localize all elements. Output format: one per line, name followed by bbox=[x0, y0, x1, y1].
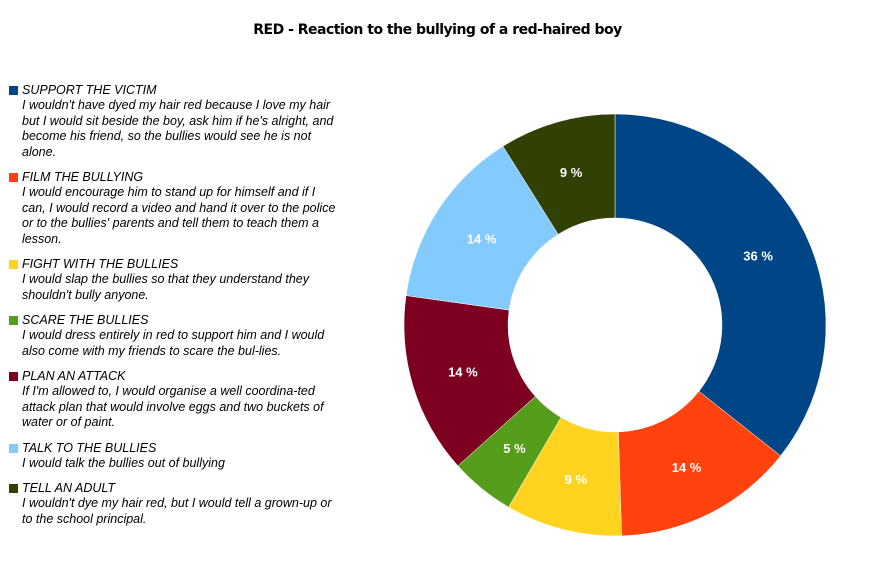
legend: SUPPORT THE VICTIM I wouldn't have dyed … bbox=[9, 83, 349, 537]
legend-item: SUPPORT THE VICTIM I wouldn't have dyed … bbox=[9, 83, 349, 160]
legend-description: I would dress entirely in red to support… bbox=[22, 328, 325, 358]
legend-label: FIGHT WITH THE BULLIES bbox=[22, 257, 179, 271]
legend-description: I wouldn't dye my hair red, but I would … bbox=[22, 496, 332, 526]
slice-value-label: 14 % bbox=[672, 460, 702, 475]
legend-item: TELL AN ADULT I wouldn't dye my hair red… bbox=[9, 481, 349, 527]
chart-title: RED - Reaction to the bullying of a red-… bbox=[253, 22, 622, 38]
slice-value-label: 36 % bbox=[743, 249, 773, 264]
slice-value-label: 14 % bbox=[448, 364, 478, 379]
legend-item: FILM THE BULLYING I would encourage him … bbox=[9, 170, 349, 247]
legend-label: TALK TO THE BULLIES bbox=[22, 440, 157, 455]
legend-swatch bbox=[9, 260, 18, 269]
legend-description: I would slap the bullies so that they un… bbox=[22, 272, 309, 302]
legend-swatch bbox=[9, 484, 18, 493]
legend-label: TELL AN ADULT bbox=[22, 481, 116, 495]
legend-description: I would encourage him to stand up for hi… bbox=[22, 185, 336, 246]
donut-slice bbox=[614, 113, 827, 457]
donut-slice bbox=[403, 295, 536, 467]
legend-label: SUPPORT THE VICTIM bbox=[22, 83, 157, 97]
legend-label: FILM THE BULLYING bbox=[22, 170, 144, 184]
legend-swatch bbox=[9, 443, 18, 453]
slice-value-label: 14 % bbox=[467, 231, 497, 246]
legend-label: SCARE THE BULLIES bbox=[22, 313, 149, 327]
legend-item: FIGHT WITH THE BULLIES I would slap the … bbox=[9, 257, 349, 303]
donut-slice bbox=[618, 390, 781, 537]
legend-item: SCARE THE BULLIES I would dress entirely… bbox=[9, 313, 349, 359]
slice-value-label: 5 % bbox=[503, 441, 526, 456]
legend-description: I would talk the bullies out of bullying bbox=[22, 455, 225, 470]
donut-slice bbox=[502, 113, 616, 235]
legend-swatch bbox=[9, 316, 18, 325]
donut-slice bbox=[405, 145, 559, 311]
legend-description: If I'm allowed to, I would organise a we… bbox=[22, 384, 324, 429]
legend-item: PLAN AN ATTACK If I'm allowed to, I woul… bbox=[9, 369, 349, 431]
slice-value-label: 9 % bbox=[560, 165, 583, 180]
legend-label: PLAN AN ATTACK bbox=[22, 369, 126, 383]
legend-swatch bbox=[9, 173, 18, 182]
slice-value-label: 9 % bbox=[565, 472, 588, 487]
legend-swatch bbox=[9, 372, 18, 381]
legend-swatch bbox=[9, 86, 18, 95]
legend-item: TALK TO THE BULLIES I would talk the bul… bbox=[9, 441, 349, 472]
legend-description: I wouldn't have dyed my hair red because… bbox=[22, 98, 334, 159]
